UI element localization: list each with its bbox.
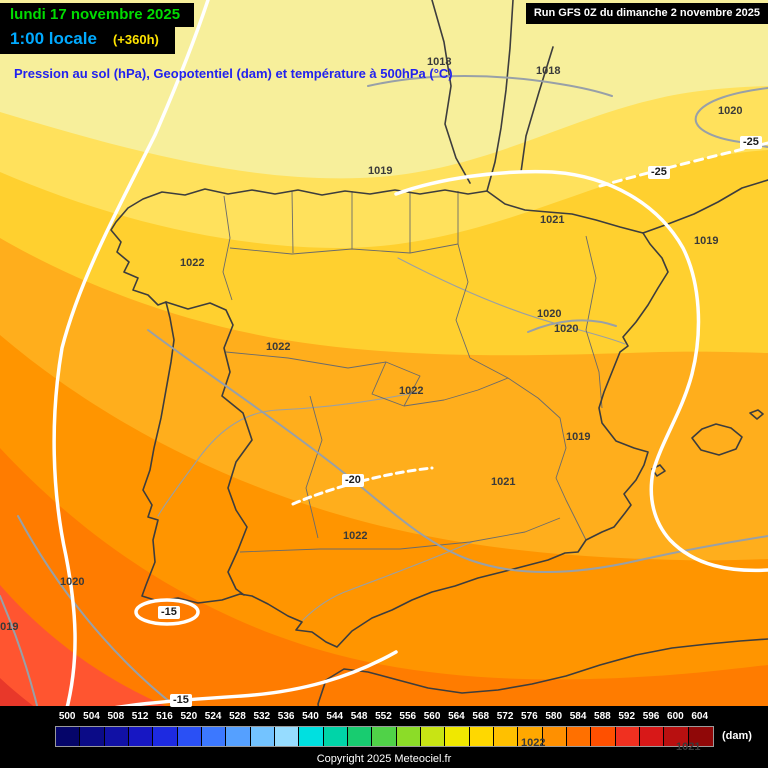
legend-value: 516 (156, 711, 173, 722)
legend-value: 524 (204, 711, 222, 722)
legend-bar: 500 504 508 512 516 520 524 528 532 536 540 544 548 5… (0, 706, 768, 768)
ibiza-island (651, 464, 666, 477)
legend-value: 564 (448, 711, 465, 722)
river-lines (157, 257, 626, 621)
france-atlantic-coast (486, 0, 514, 192)
legend-value: 576 (521, 711, 538, 722)
date-text: lundi 17 novembre 2025 (10, 6, 181, 23)
region-border-lines (222, 190, 603, 553)
legend-scale-values: 500 504 508 512 516 520 524 528 532 536 540 544 548 5… (55, 711, 712, 722)
france-river-2 (520, 46, 554, 173)
legend-value: 508 (107, 711, 125, 722)
legend-value: 584 (569, 711, 587, 722)
legend-value: 548 (350, 711, 368, 722)
coastline-borders (110, 0, 768, 768)
legend-unit-label: (dam) (722, 730, 752, 742)
portugal-spain-border (165, 301, 253, 596)
africa-coastline (317, 638, 768, 768)
subtitle-text: Pression au sol (hPa), Geopotentiel (dam… (14, 66, 453, 81)
copyright-text: Copyright 2025 Meteociel.fr (316, 753, 452, 765)
legend-color-cell (226, 727, 251, 746)
legend-value: 600 (667, 711, 684, 722)
legend-value: 588 (594, 711, 611, 722)
legend-color-cell (104, 727, 129, 746)
local-time-text: 1:00 locale (10, 29, 97, 48)
run-info-banner: Run GFS 0Z du dimanche 2 novembre 2025 (525, 3, 768, 24)
legend-value: 568 (472, 711, 490, 722)
run-info-text: Run GFS 0Z du dimanche 2 novembre 2025 (533, 7, 760, 19)
legend-color-cell (201, 727, 227, 746)
legend-color-cell (566, 727, 592, 746)
legend-color-cell (80, 727, 105, 746)
legend-value: 536 (277, 711, 295, 722)
legend-value: 540 (302, 711, 319, 722)
date-banner: lundi 17 novembre 2025 (0, 3, 195, 27)
legend-value: 580 (545, 711, 563, 722)
legend-value: 544 (326, 711, 344, 722)
iberia-coastline (110, 188, 669, 648)
legend-color-cell (688, 727, 713, 746)
legend-value: 500 (58, 711, 76, 722)
legend-color-cell (347, 727, 373, 746)
menorca-island (749, 409, 764, 420)
legend-color-cell (420, 727, 446, 746)
river-ebro (397, 257, 626, 345)
france-med-coast (642, 179, 768, 234)
legend-color-cell (445, 727, 470, 746)
legend-value: 504 (83, 711, 100, 722)
legend-color-cell (396, 727, 421, 746)
forecast-offset-text: (+360h) (112, 32, 159, 47)
pyrenees-border (486, 190, 644, 234)
legend-color-cell (542, 727, 567, 746)
map-subtitle: Pression au sol (hPa), Geopotentiel (dam… (14, 66, 453, 81)
legend-color-cell (664, 727, 689, 746)
mallorca-island (691, 423, 743, 456)
legend-color-cell (177, 727, 202, 746)
legend-color-cell (639, 727, 665, 746)
legend-value: 532 (253, 711, 271, 722)
france-river (431, 0, 471, 184)
legend-value: 512 (131, 711, 149, 722)
legend-color-cell (323, 727, 348, 746)
legend-value: 556 (399, 711, 417, 722)
legend-value: 592 (618, 711, 636, 722)
legend-color-cell (153, 727, 178, 746)
legend-color-cell (299, 727, 324, 746)
legend-value: 604 (691, 711, 709, 722)
river-guadalquivir (302, 541, 473, 621)
legend-color-scale (55, 726, 714, 747)
river-tagus (157, 391, 419, 517)
legend-value: 596 (642, 711, 660, 722)
legend-value: 560 (423, 711, 441, 722)
legend-value: 520 (180, 711, 198, 722)
time-banner: 1:00 locale (+360h) (0, 26, 175, 54)
legend-color-cell (469, 727, 494, 746)
legend-value: 528 (229, 711, 246, 722)
legend-color-cell (493, 727, 519, 746)
legend-color-cell (56, 727, 81, 746)
legend-color-cell (518, 727, 543, 746)
legend-color-cell (372, 727, 397, 746)
legend-value: 572 (496, 711, 514, 722)
legend-color-cell (615, 727, 640, 746)
legend-color-cell (128, 727, 154, 746)
legend-color-cell (250, 727, 275, 746)
legend-color-cell (591, 727, 616, 746)
legend-value: 552 (375, 711, 392, 722)
legend-color-cell (274, 727, 300, 746)
